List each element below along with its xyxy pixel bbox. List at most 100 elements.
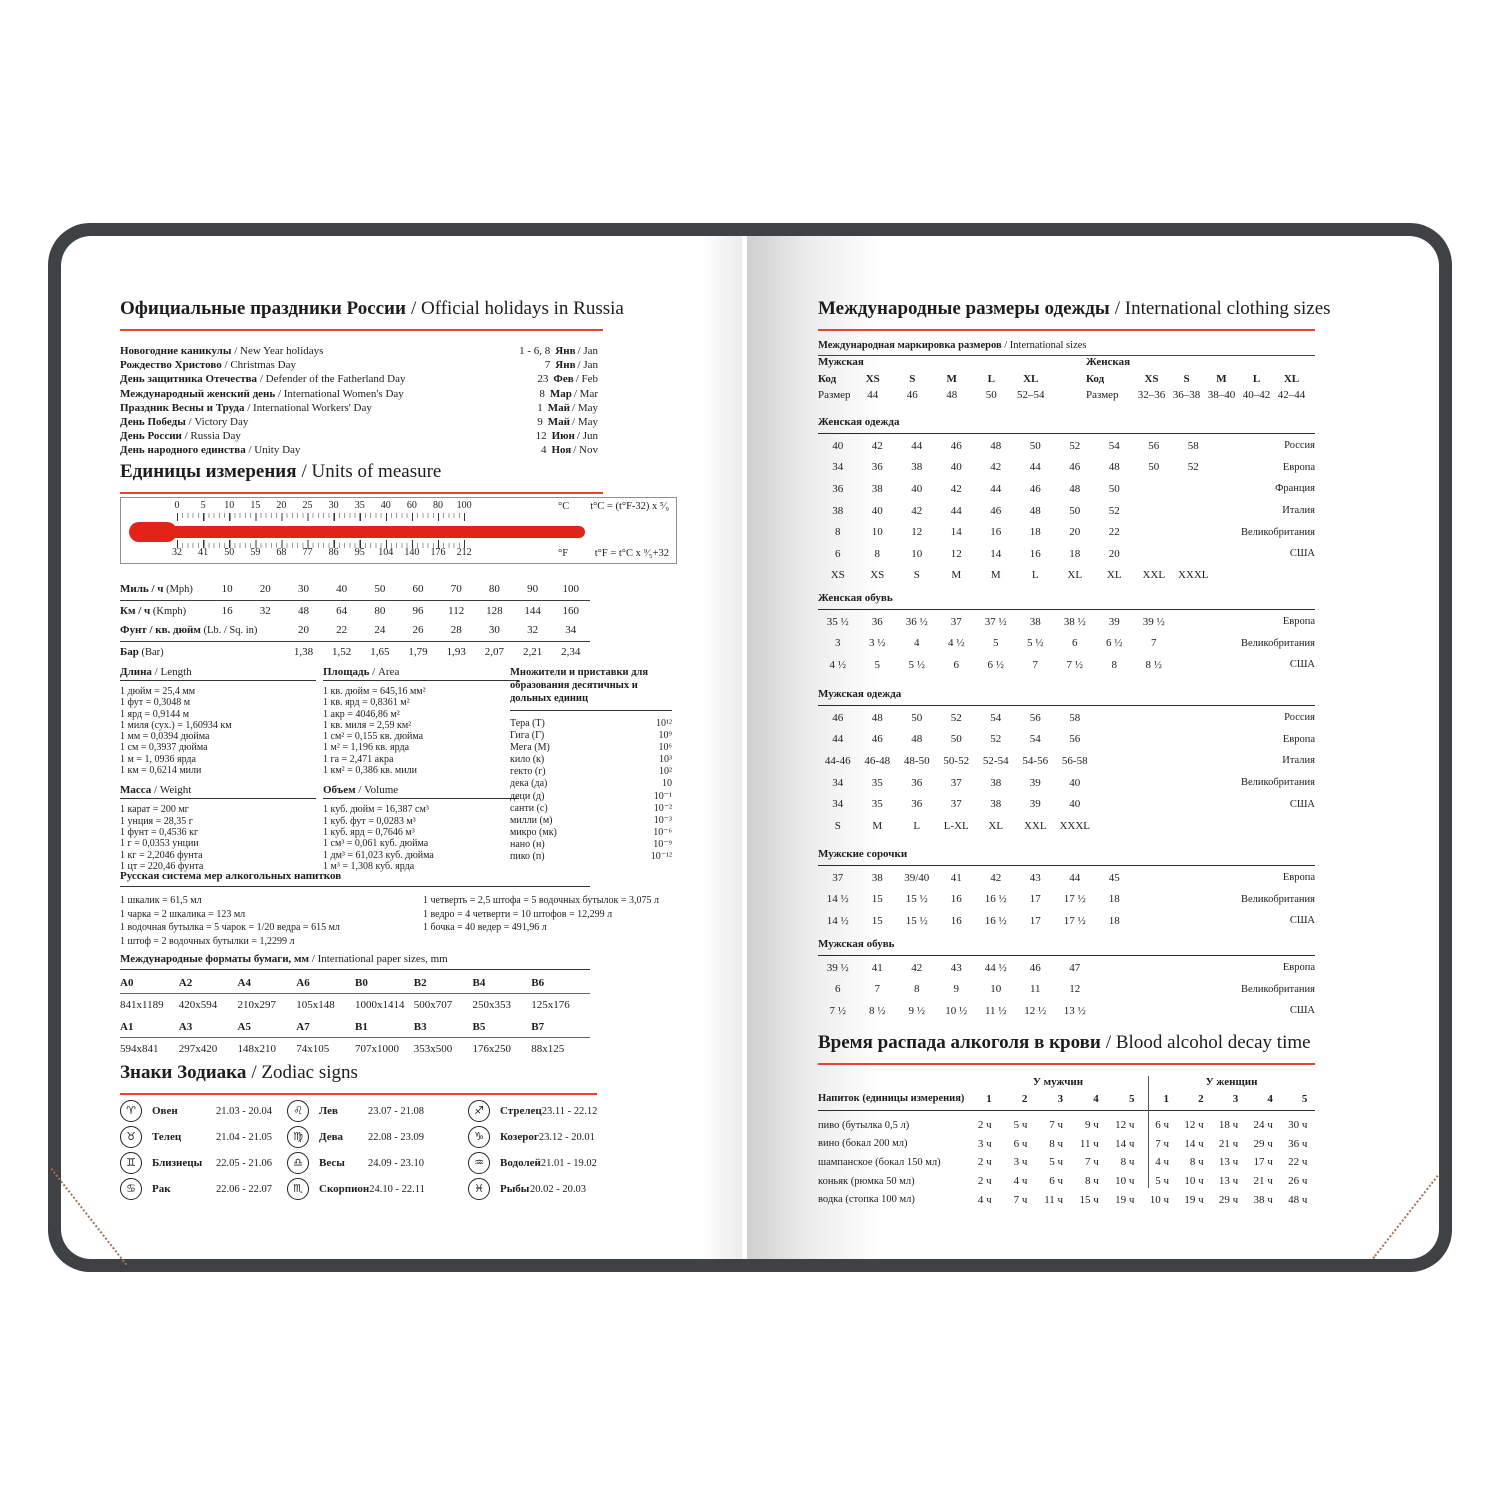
ccell: 48 xyxy=(990,439,1002,452)
decay-men-header: У мужчин xyxy=(1032,1076,1084,1088)
ccell: 14 ½ xyxy=(826,893,849,906)
text-span: День народного единства / Unity Day xyxy=(120,443,300,457)
conversion-line: 1 кв. ярд = 0,8361 м² xyxy=(323,697,410,709)
ccell: 10 ½ xyxy=(945,1004,968,1017)
ccell: 11 ½ xyxy=(984,1004,1007,1017)
dcell: 21 ч xyxy=(1218,1137,1239,1150)
clothing-title-en: / International clothing sizes xyxy=(1114,298,1331,319)
prefix-row: Гига (Г) 10⁹ xyxy=(510,730,672,742)
holiday-row: Рождество Христово / Christmas Day 7 Янв / … xyxy=(120,358,598,372)
ccell: 44 xyxy=(911,439,923,452)
size-row: 3 3 ½ 4 4 ½ 5 5 ½ 6 6 ½ 7 Великобритания xyxy=(818,633,1315,655)
b: Праздник Весны и Труда xyxy=(120,401,245,414)
zodiac-row: ♓ Рыбы 20.02 - 20.03 xyxy=(468,1176,586,1202)
conversion-block: Масса / Weight 1 карат = 200 мг 1 унция = … xyxy=(120,784,320,872)
scale-label: 15 xyxy=(250,500,261,511)
dcell: 9 ч xyxy=(1084,1119,1099,1132)
zodiac-row: ♐ Стрелец 23.11 - 22.12 xyxy=(468,1098,597,1124)
ccell: XXL xyxy=(1023,819,1047,832)
scell: 30 xyxy=(488,624,500,637)
ccell: 54 xyxy=(1029,733,1041,746)
pv: 10⁶ xyxy=(658,742,673,754)
dcell: 15 ч xyxy=(1079,1193,1099,1206)
size-row: 14 ½ 15 15 ½ 16 16 ½ 17 17 ½ 18 Великобритания xyxy=(818,889,1315,911)
ccell: 43 xyxy=(1029,871,1041,884)
b: Фунт / кв. дюйм xyxy=(120,624,201,637)
ccell: 39 ½ xyxy=(1142,615,1165,628)
pcell: A3 xyxy=(178,1021,193,1033)
ccell: 40 xyxy=(950,461,962,474)
text-span: 8 Мар / Mar xyxy=(499,387,598,401)
scell: 20 xyxy=(259,583,271,596)
ccell: 42 xyxy=(911,504,923,517)
ccell: 46-48 xyxy=(864,754,891,767)
ccell: 14 xyxy=(990,547,1002,560)
zodiac-icon: ♋ xyxy=(120,1178,142,1200)
speed-row: Км / ч (Kmph) 16 32 48 64 80 96 112 128 144 160 xyxy=(120,601,590,622)
zdates: 21.03 - 20.04 xyxy=(216,1105,272,1117)
zname: Стрелец xyxy=(500,1105,542,1117)
zdates: 21.04 - 21.05 xyxy=(216,1131,272,1143)
scell: 50 xyxy=(374,583,386,596)
mcB: L xyxy=(1252,373,1261,385)
dcell: 4 xyxy=(1267,1093,1273,1105)
ccell: 52 xyxy=(1069,439,1081,452)
en: (Lb. / Sq. in) xyxy=(200,625,258,637)
dcell: 30 ч xyxy=(1288,1119,1308,1132)
size-row: 36 38 40 42 44 46 48 50 Франция xyxy=(818,478,1315,500)
pv: 10⁹ xyxy=(658,730,673,742)
size-row: 40 42 44 46 48 50 52 54 56 58 Россия xyxy=(818,435,1315,457)
zodiac-row: ♎ Весы 24.09 - 23.10 xyxy=(287,1150,424,1176)
pressure-row: Бар (Bar) 1,38 1,52 1,65 1,79 1,93 2,07 2,21 2,3… xyxy=(120,642,590,663)
dcell: 36 ч xyxy=(1288,1137,1308,1150)
en: / May xyxy=(572,415,598,428)
zodiac-icon: ♉ xyxy=(120,1126,142,1148)
ccell: 17 ½ xyxy=(1063,893,1086,906)
ccell: 44 xyxy=(832,733,844,746)
holiday-row: День народного единства / Unity Day 4 Ноя /… xyxy=(120,443,598,457)
zodiac-icon: ♐ xyxy=(468,1100,490,1122)
prefixes-title: Множители и приставки для образования де… xyxy=(510,667,649,704)
scell: 40 xyxy=(336,583,348,596)
ccell: L xyxy=(1031,569,1039,582)
ccell: 38 xyxy=(911,461,923,474)
holiday-row: Новогодние каникулы / New Year holidays 1… xyxy=(120,344,598,358)
scell: 96 xyxy=(412,604,424,617)
celsius-scale: 0 5 10 15 20 25 30 35 40 60 80 100 xyxy=(164,500,478,511)
conversion-block: Объем / Volume 1 куб. дюйм = 16,387 см³ 1 … xyxy=(323,784,523,872)
ccell: 46 xyxy=(1029,961,1041,974)
scale-label: 0 xyxy=(174,500,180,511)
dcell: 1 xyxy=(986,1093,992,1105)
ccell: 34 xyxy=(832,776,844,789)
paper-sizes: Международные форматы бумаги, мм / Inter… xyxy=(120,953,590,1061)
size-row: 14 ½ 15 15 ½ 16 16 ½ 17 17 ½ 18 США xyxy=(818,910,1315,932)
ccell: 47 xyxy=(1069,961,1081,974)
scell: 80 xyxy=(488,583,500,596)
ccell: 40 xyxy=(1069,798,1081,811)
dcell: 10 ч xyxy=(1184,1175,1204,1188)
ccell: L xyxy=(913,819,921,832)
en: / Nov xyxy=(573,444,598,457)
zodiac-icon: ♑ xyxy=(468,1126,490,1148)
clothing-section: Женская одежда 40 42 44 46 48 50 52 54 56 58 Россия… xyxy=(818,416,1315,586)
scale-label: 77 xyxy=(302,547,313,558)
dcell: 48 ч xyxy=(1288,1193,1308,1206)
dcell: 2 ч xyxy=(977,1119,992,1132)
conversion-line: 1 куб. дюйм = 16,387 см³ xyxy=(323,804,429,816)
ccell: 38 xyxy=(1029,615,1041,628)
ccell: 36 xyxy=(832,482,844,495)
prefixes-col: Множители и приставки для образования де… xyxy=(510,666,672,863)
b: День России xyxy=(120,430,182,443)
ccell: 13 ½ xyxy=(1063,1004,1086,1017)
en: / Russia Day xyxy=(181,430,241,443)
b: Объем xyxy=(323,784,356,797)
text-span: 7 Янв / Jan xyxy=(504,358,598,372)
size-row: 44 46 48 50 52 54 56 Европа xyxy=(818,729,1315,751)
ccell: 16 ½ xyxy=(984,893,1007,906)
measure-line: 1 штоф = 2 водочных бутылки = 1,2299 л xyxy=(120,935,295,947)
gutter-shadow-left xyxy=(700,236,742,1259)
scell: 90 xyxy=(527,583,539,596)
dcell: 8 ч xyxy=(1189,1156,1204,1169)
conversion-line: 1 мм = 0,0394 дюйма xyxy=(120,731,210,743)
holiday-row: День России / Russia Day 12 Июн / Jun xyxy=(120,429,598,443)
